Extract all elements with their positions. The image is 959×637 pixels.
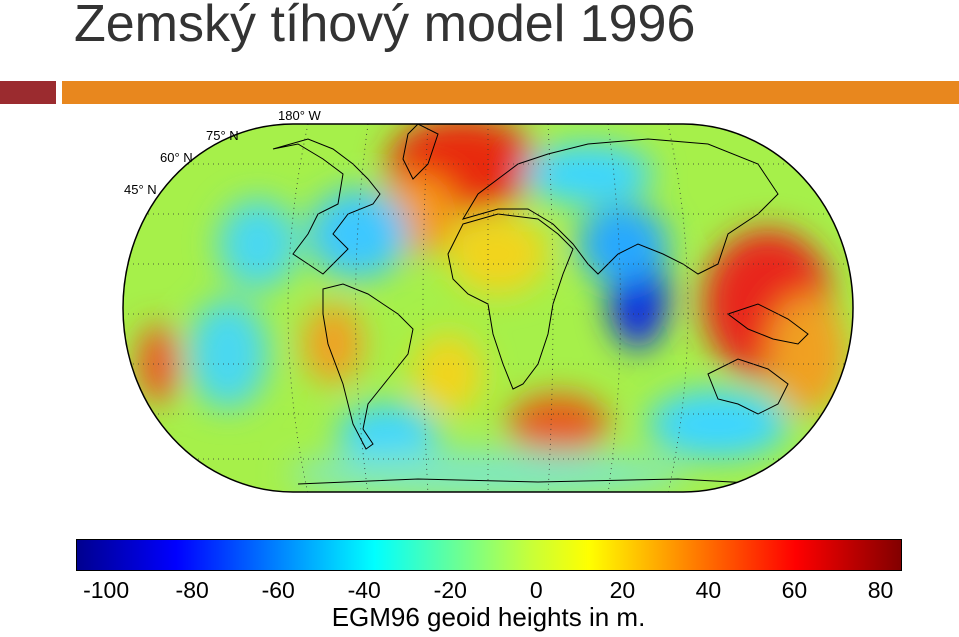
geoid-map: 180° W 75° N 60° N 45° N <box>118 104 858 498</box>
geoid-field <box>123 124 853 492</box>
colorbar <box>76 539 902 571</box>
graticule-label-60n: 60° N <box>160 150 193 165</box>
colorbar-tick-label: 20 <box>609 577 636 603</box>
graticule-label-180w: 180° W <box>278 108 321 123</box>
accent-bar-orange <box>62 81 959 104</box>
colorbar-tick-label: -100 <box>83 577 130 603</box>
colorbar-tick-label: 80 <box>867 577 894 603</box>
graticule-label-45n: 45° N <box>124 182 157 197</box>
map-frame <box>122 123 854 493</box>
slide-title: Zemský tíhový model 1996 <box>74 0 696 53</box>
graticule-label-75n: 75° N <box>206 128 239 143</box>
accent-bar-red <box>0 81 56 104</box>
colorbar-tick-label: 60 <box>781 577 808 603</box>
colorbar-gradient <box>77 540 901 570</box>
colorbar-tick-label: -60 <box>261 577 295 603</box>
colorbar-tick-label: 40 <box>695 577 722 603</box>
colorbar-tick-label: -20 <box>433 577 467 603</box>
colorbar-tick-label: 0 <box>529 577 543 603</box>
geoid-map-svg <box>122 123 854 493</box>
graticule <box>123 124 853 492</box>
colorbar-tick-label: -40 <box>347 577 381 603</box>
colorbar-tick-label: -80 <box>175 577 209 603</box>
coastlines <box>272 124 809 485</box>
colorbar-caption: EGM96 geoid heights in m. <box>331 602 646 632</box>
